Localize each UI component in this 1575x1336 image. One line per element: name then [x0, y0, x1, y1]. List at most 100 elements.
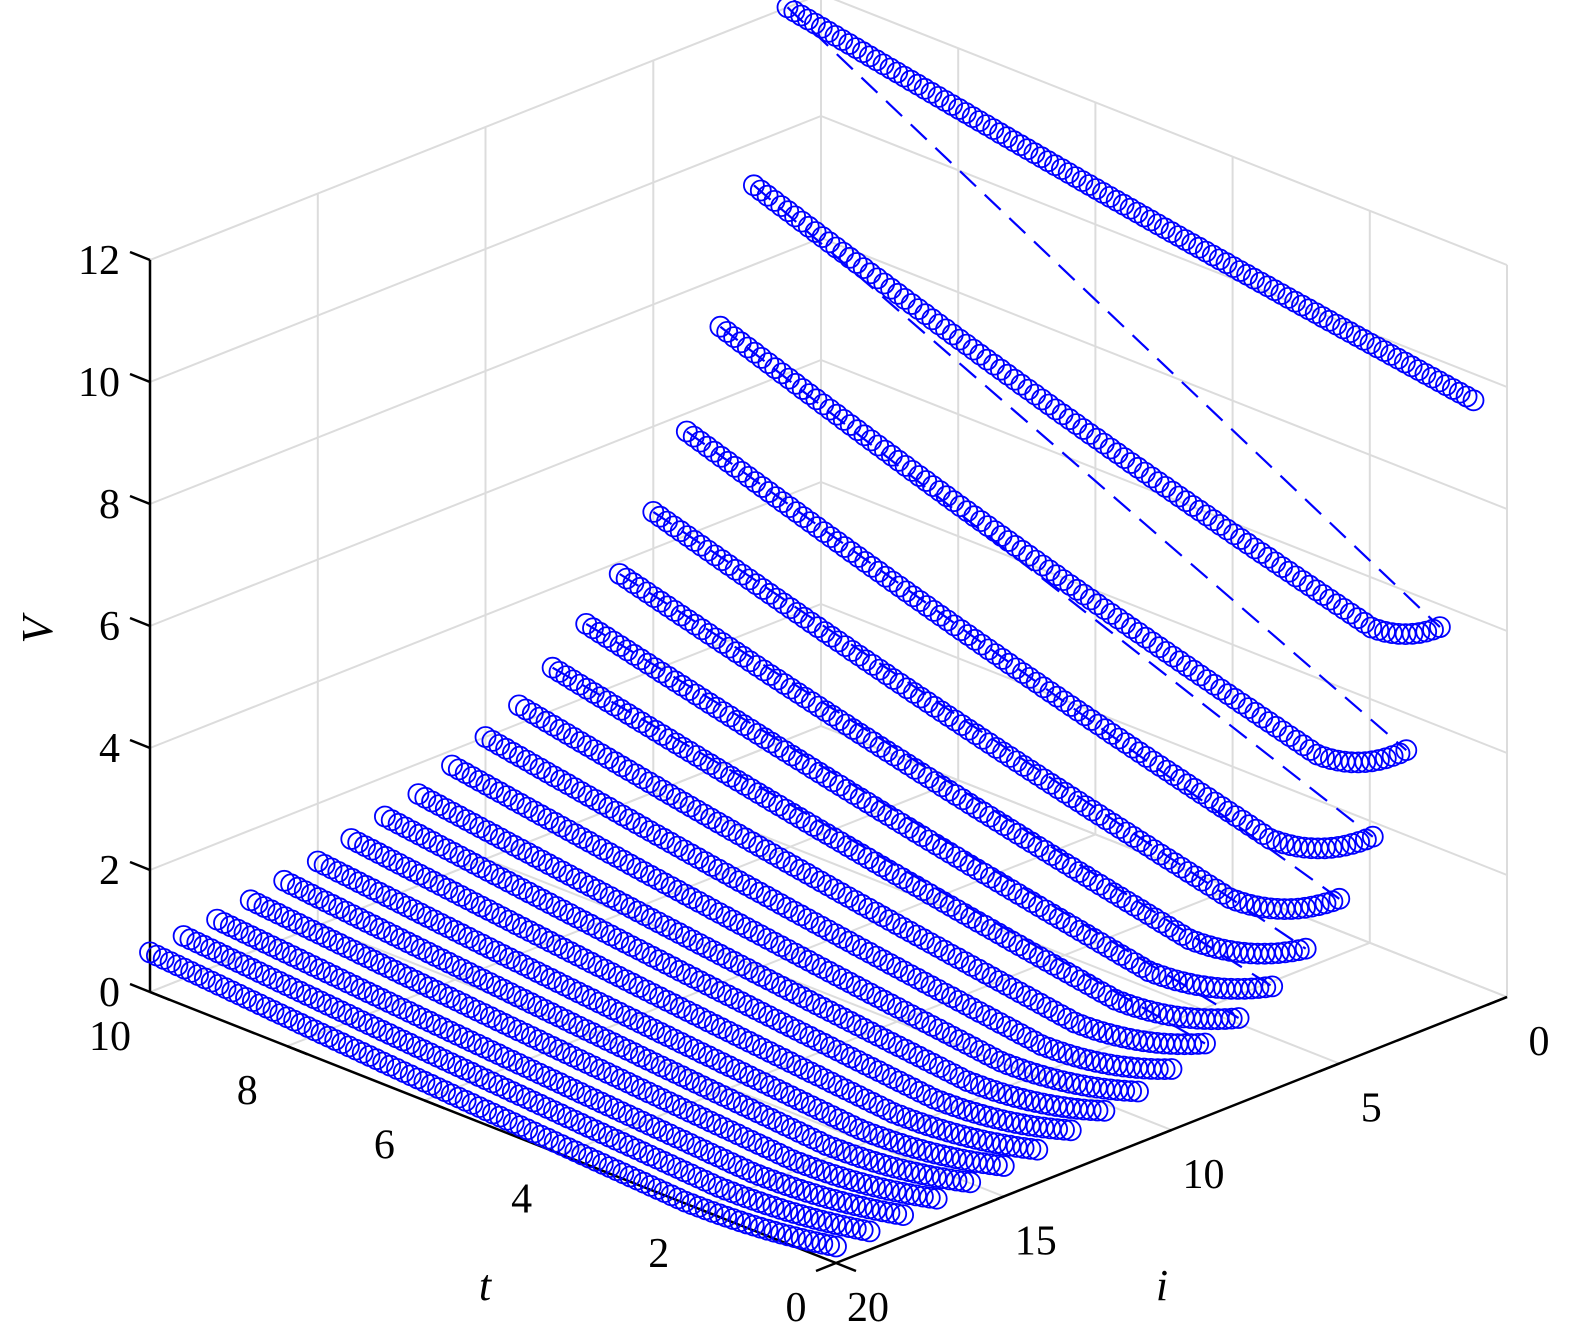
data-point — [950, 619, 973, 642]
data-point — [858, 45, 881, 68]
data-point — [928, 313, 950, 336]
data-point — [743, 174, 765, 197]
data-point — [1339, 602, 1362, 625]
data-point — [1024, 383, 1047, 406]
data-point — [670, 604, 693, 627]
z-tick-label: 8 — [99, 482, 120, 528]
x-tick — [286, 1045, 308, 1056]
data-point — [1107, 607, 1130, 630]
x-axis-line — [149, 990, 837, 1265]
data-point — [993, 814, 1015, 837]
data-point — [796, 1206, 819, 1228]
data-point — [911, 1163, 934, 1186]
data-point — [1057, 162, 1080, 185]
data-point — [799, 511, 822, 533]
data-point — [1092, 432, 1115, 455]
data-point — [777, 1224, 799, 1247]
data-point — [1298, 574, 1321, 597]
grid-line — [149, 115, 822, 383]
data-point — [813, 521, 835, 543]
data-point — [951, 1148, 974, 1171]
series-12 — [407, 783, 1116, 1122]
data-point — [1093, 598, 1116, 620]
data-point — [896, 753, 919, 776]
data-point — [826, 531, 849, 553]
data-point — [615, 567, 638, 590]
data-point — [839, 414, 862, 436]
data-point — [713, 761, 735, 784]
data-point — [922, 475, 944, 498]
data-point — [700, 807, 722, 830]
data-point — [852, 41, 874, 64]
data-point — [1082, 927, 1105, 950]
series-6 — [608, 563, 1317, 965]
data-point — [724, 558, 747, 581]
x-tick-label: 4 — [511, 1177, 532, 1223]
data-point — [597, 747, 620, 770]
data-point — [810, 1209, 833, 1232]
data-point — [811, 226, 834, 249]
data-point — [570, 781, 593, 803]
data-point — [1168, 485, 1191, 508]
data-point — [758, 481, 780, 503]
data-point — [955, 333, 978, 356]
y-tick — [1486, 995, 1508, 1007]
data-point — [1172, 971, 1194, 993]
data-point — [1198, 874, 1220, 896]
data-point — [977, 515, 999, 537]
data-point — [1171, 924, 1194, 946]
data-point — [1286, 835, 1309, 858]
data-point — [1284, 565, 1307, 588]
data-point — [885, 1203, 908, 1225]
data-point — [1130, 956, 1153, 978]
data-point — [1120, 452, 1143, 474]
data-point — [1098, 1053, 1121, 1076]
data-point — [637, 652, 659, 675]
data-point — [900, 293, 923, 315]
data-point — [1293, 836, 1316, 859]
data-point — [941, 323, 964, 346]
data-point — [717, 554, 740, 576]
data-point — [935, 318, 957, 341]
data-point — [795, 811, 818, 833]
data-point — [777, 200, 800, 223]
data-point — [851, 1219, 874, 1241]
data-point — [738, 568, 761, 591]
data-point — [1150, 843, 1172, 866]
data-point — [785, 501, 808, 523]
data-point — [1285, 729, 1308, 752]
data-point — [871, 1200, 894, 1223]
data-point — [768, 847, 791, 869]
data-point — [859, 262, 882, 285]
x-axis-label: t — [479, 1261, 493, 1310]
data-point — [678, 740, 701, 763]
data-point — [649, 505, 671, 528]
data-point — [927, 86, 950, 108]
data-point — [944, 709, 966, 732]
data-point — [819, 398, 841, 421]
data-point — [1098, 1023, 1120, 1045]
data-point — [1175, 655, 1198, 677]
data-point — [866, 267, 889, 290]
data-point — [1217, 683, 1239, 706]
data-point — [1114, 732, 1137, 754]
data-point — [923, 695, 946, 718]
data-point — [896, 677, 918, 700]
data-point — [895, 580, 918, 603]
data-point — [1039, 1117, 1062, 1140]
data-point — [830, 1190, 853, 1213]
data-point — [857, 1197, 880, 1220]
data-point — [898, 1183, 921, 1206]
data-point — [239, 889, 262, 912]
series-15 — [306, 850, 1015, 1177]
data-point — [776, 0, 799, 19]
data-point — [986, 810, 1008, 832]
data-point — [1259, 897, 1282, 920]
data-point — [850, 1172, 873, 1194]
data-point — [1066, 1097, 1088, 1120]
data-point — [139, 941, 161, 964]
grid-line — [149, 603, 822, 871]
data-point — [1300, 837, 1322, 860]
y-tick-label: 0 — [1529, 1019, 1550, 1065]
data-point — [1114, 612, 1136, 635]
